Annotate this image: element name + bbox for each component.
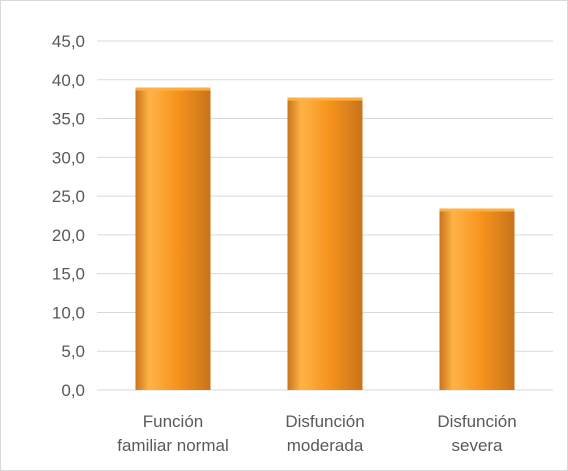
x-category-label: Disfunción — [285, 412, 364, 431]
x-axis-category-labels: Función familiar normal Disfunción moderada… — [117, 412, 516, 455]
y-tick-label: 10,0 — [52, 303, 85, 322]
y-tick-label: 30,0 — [52, 148, 85, 167]
x-category-label: moderada — [287, 436, 364, 455]
bar — [135, 87, 211, 391]
x-category-label: Función — [143, 412, 203, 431]
y-tick-label: 35,0 — [52, 110, 85, 129]
bar-top-highlight — [287, 97, 363, 101]
y-axis-tick-labels: 0,0 5,0 10,0 15,0 20,0 25,0 30,0 35,0 40,0 45,0 — [52, 32, 85, 400]
y-tick-label: 45,0 — [52, 32, 85, 51]
x-category-label: Disfunción — [437, 412, 516, 431]
y-tick-label: 15,0 — [52, 265, 85, 284]
y-tick-label: 40,0 — [52, 71, 85, 90]
y-tick-label: 25,0 — [52, 187, 85, 206]
bar-top-highlight — [439, 208, 515, 212]
x-category-label: severa — [451, 436, 503, 455]
y-tick-label: 0,0 — [61, 381, 85, 400]
bar-top-highlight — [135, 87, 211, 91]
bar — [439, 208, 515, 390]
bar — [287, 97, 363, 391]
y-tick-label: 20,0 — [52, 226, 85, 245]
y-tick-label: 5,0 — [61, 342, 85, 361]
x-category-label: familiar normal — [117, 436, 228, 455]
bars — [135, 87, 515, 391]
